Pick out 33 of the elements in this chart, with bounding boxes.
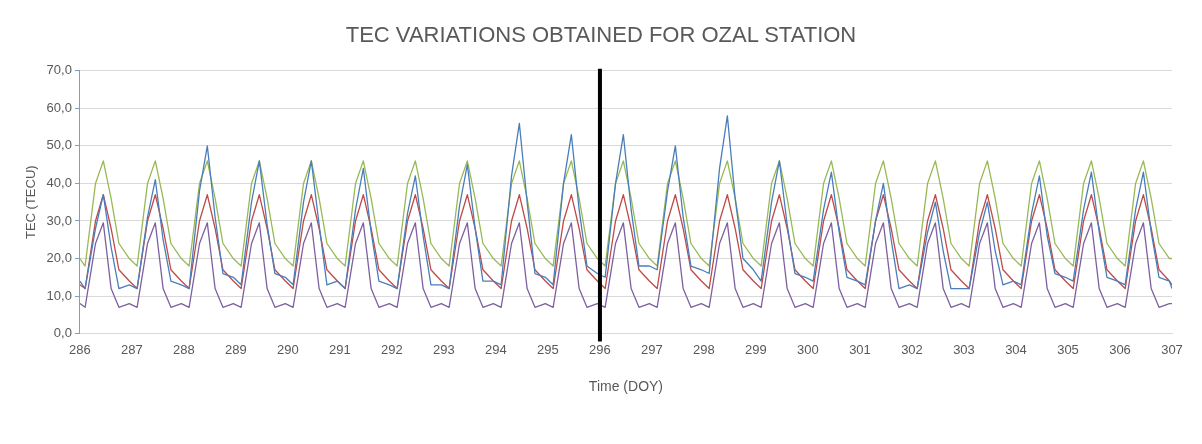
chart-title: TEC VARIATIONS OBTAINED FOR OZAL STATION — [344, 22, 858, 48]
x-tick-label: 287 — [121, 341, 143, 357]
x-tick-label: 305 — [1057, 341, 1079, 357]
x-axis-title: Time (DOY) — [588, 378, 664, 395]
x-tick-label: 303 — [953, 341, 975, 357]
y-tick-label: 60,0 — [46, 99, 72, 115]
y-axis-title: TEC (TECU) — [23, 165, 39, 240]
y-tick-label: 30,0 — [46, 212, 72, 228]
x-tick-label: 288 — [173, 341, 195, 357]
y-tick-label: 20,0 — [46, 250, 72, 266]
y-tick-label: 10,0 — [46, 287, 72, 303]
y-tick-label: 50,0 — [46, 137, 72, 153]
x-tick-label: 296 — [589, 341, 611, 357]
x-tick-label: 298 — [693, 341, 715, 357]
x-tick-label: 302 — [901, 341, 923, 357]
x-tick-label: 304 — [1005, 341, 1027, 357]
x-tick-label: 299 — [745, 341, 767, 357]
x-tick-label: 306 — [1109, 341, 1131, 357]
x-tick-label: 293 — [433, 341, 455, 357]
x-tick-label: 295 — [537, 341, 559, 357]
x-tick-label: 307 — [1161, 341, 1183, 357]
x-tick-label: 297 — [641, 341, 663, 357]
x-tick-label: 291 — [329, 341, 351, 357]
x-tick-label: 286 — [69, 341, 91, 357]
x-tick-label: 292 — [381, 341, 403, 357]
y-tick-label: 0,0 — [53, 325, 72, 341]
x-tick-label: 300 — [797, 341, 819, 357]
x-tick-label: 301 — [849, 341, 871, 357]
x-tick-label: 294 — [485, 341, 507, 357]
y-tick-label: 70,0 — [46, 62, 72, 78]
x-tick-label: 289 — [225, 341, 247, 357]
x-tick-label: 290 — [277, 341, 299, 357]
y-tick-label: 40,0 — [46, 175, 72, 191]
